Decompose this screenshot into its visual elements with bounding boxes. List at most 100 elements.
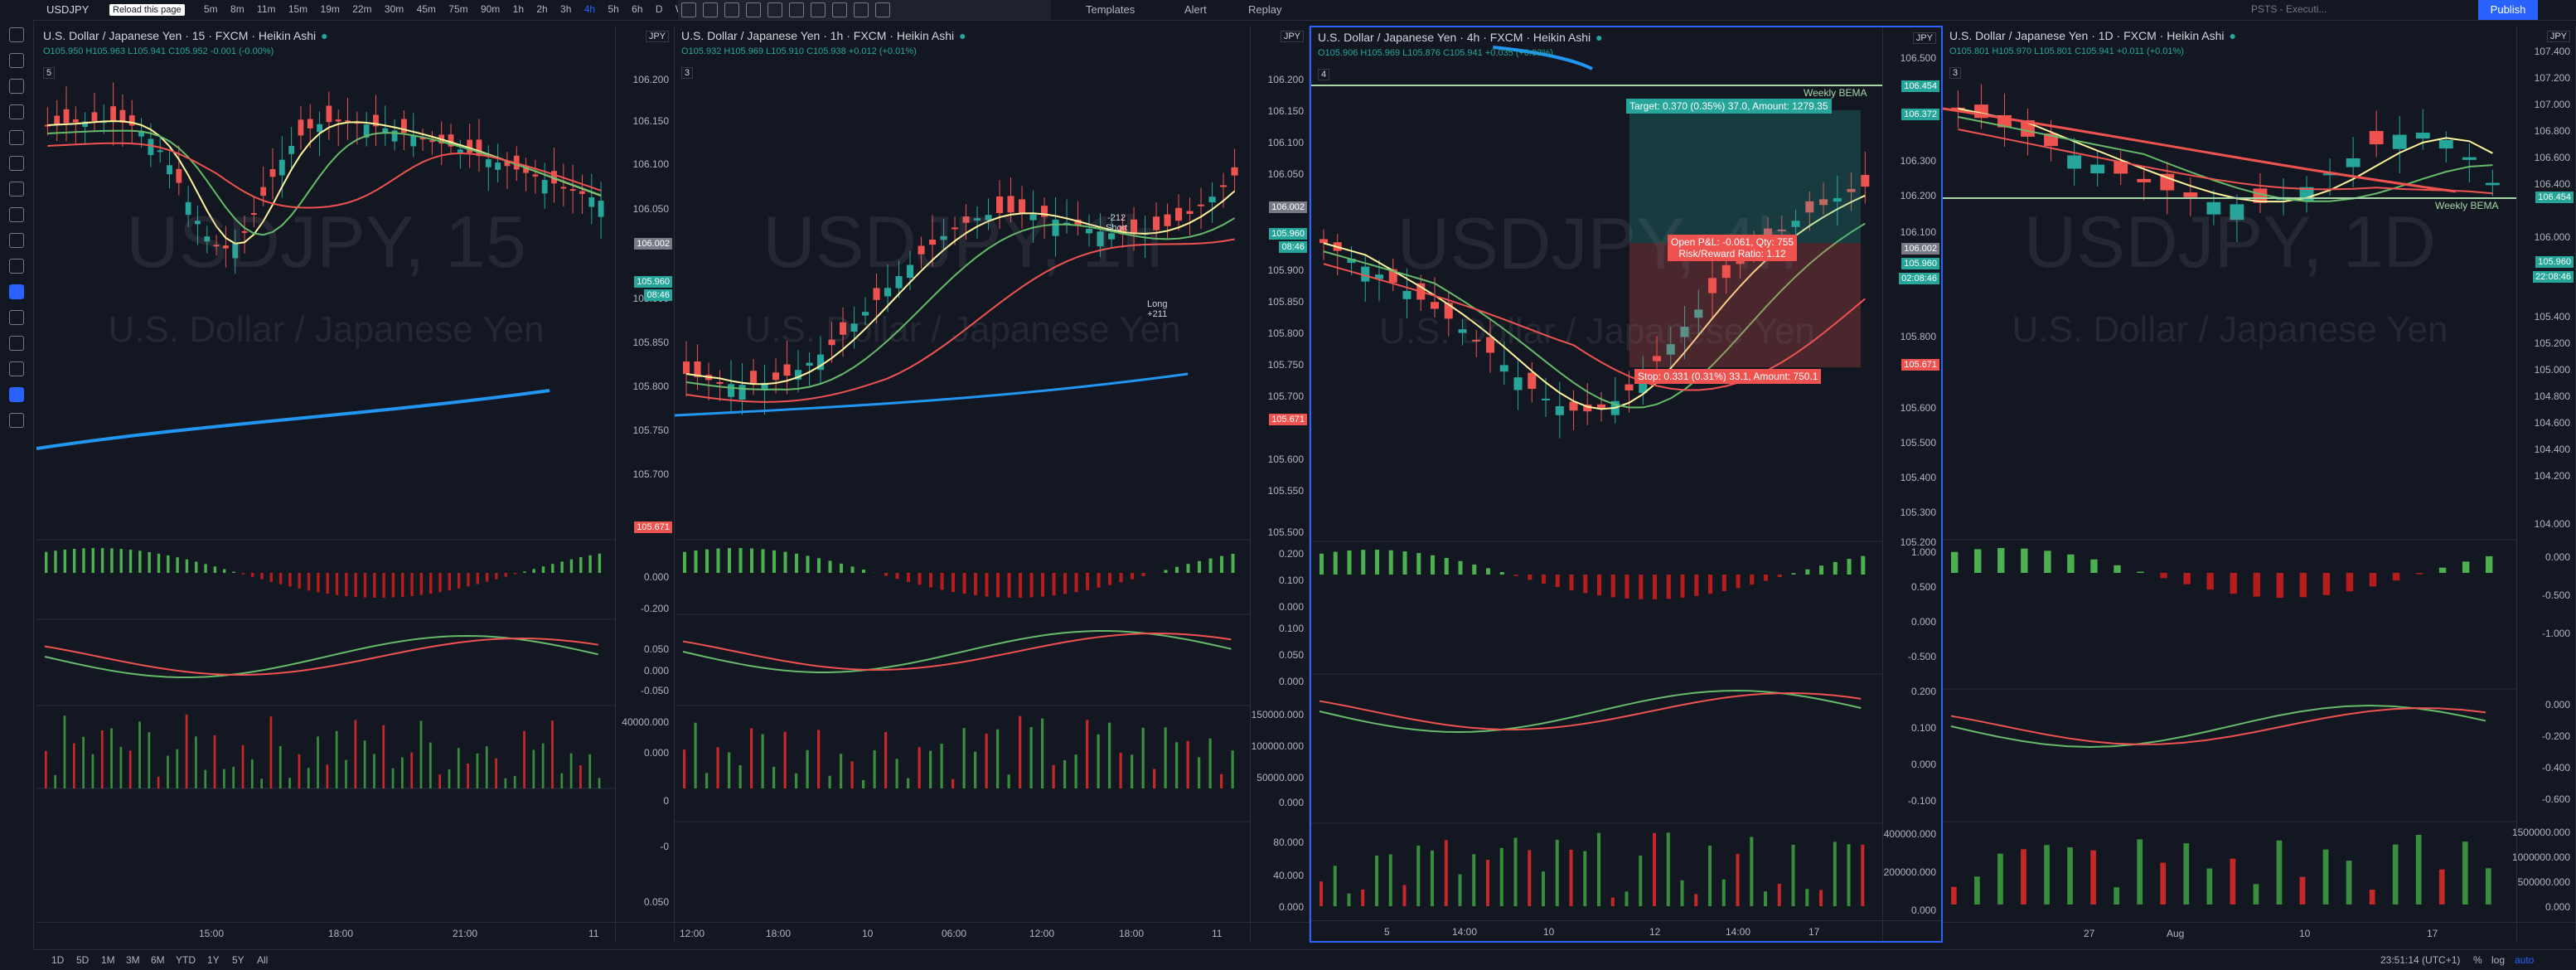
interval-11m[interactable]: 11m bbox=[257, 3, 275, 15]
indicator-count[interactable]: 3 bbox=[1949, 67, 1961, 79]
templates-button[interactable]: Templates bbox=[1086, 3, 1135, 16]
prediction-icon[interactable] bbox=[9, 182, 24, 196]
range-3m[interactable]: 3M bbox=[126, 954, 140, 966]
price-chart[interactable] bbox=[1943, 26, 2517, 943]
candle-body bbox=[73, 119, 79, 123]
percent-toggle[interactable]: % bbox=[2473, 954, 2482, 966]
price-tag: 105.671 bbox=[634, 521, 672, 533]
price-chart[interactable] bbox=[36, 26, 616, 943]
interval-15m[interactable]: 15m bbox=[288, 3, 307, 15]
time-axis[interactable]: 12:00 18:00 10 06:00 12:00 18:00 11 bbox=[675, 922, 1309, 943]
table-icon[interactable] bbox=[854, 2, 869, 17]
chart-pane-4h[interactable]: USDJPY, 4h U.S. Dollar / Japanese Yen U.… bbox=[1310, 26, 1943, 943]
auto-toggle[interactable]: auto bbox=[2515, 954, 2534, 966]
trend-icon[interactable] bbox=[875, 2, 890, 17]
range-5d[interactable]: 5D bbox=[76, 954, 89, 966]
eye-icon[interactable] bbox=[9, 361, 24, 376]
interval-45m[interactable]: 45m bbox=[417, 3, 436, 15]
account-selector[interactable]: PSTS - Executi... bbox=[2251, 3, 2327, 15]
hamburger-icon[interactable] bbox=[681, 2, 696, 17]
range-1y[interactable]: 1Y bbox=[207, 954, 220, 966]
interval-8m[interactable]: 8m bbox=[230, 3, 245, 15]
price-chart[interactable] bbox=[1311, 27, 1883, 941]
price-label: 105.700 bbox=[1268, 390, 1304, 402]
candle-body bbox=[1861, 175, 1869, 187]
trash-icon[interactable] bbox=[9, 413, 24, 428]
range-ytd[interactable]: YTD bbox=[176, 954, 196, 966]
message-icon[interactable] bbox=[811, 2, 826, 17]
interval-2h[interactable]: 2h bbox=[536, 3, 547, 15]
publish-button[interactable]: Publish bbox=[2478, 0, 2538, 20]
brush-icon[interactable] bbox=[9, 104, 24, 119]
indicator-count[interactable]: 5 bbox=[43, 67, 55, 79]
indicator-count[interactable]: 4 bbox=[1318, 69, 1329, 80]
interval-6h[interactable]: 6h bbox=[632, 3, 642, 15]
range-1d[interactable]: 1D bbox=[51, 954, 64, 966]
link-icon[interactable] bbox=[9, 387, 24, 402]
range-1m[interactable]: 1M bbox=[101, 954, 115, 966]
symbol-search[interactable]: USDJPY bbox=[46, 3, 89, 16]
price-axis[interactable]: JPY 106.200 106.150 106.100 106.050 105.… bbox=[615, 26, 674, 943]
target-label[interactable]: Target: 0.370 (0.35%) 37.0, Amount: 1279… bbox=[1626, 99, 1832, 114]
interval-1h[interactable]: 1h bbox=[513, 3, 524, 15]
crosshair-icon[interactable] bbox=[9, 27, 24, 42]
volume-bar bbox=[251, 759, 254, 788]
volume-bar bbox=[214, 735, 216, 788]
price-label: 105.900 bbox=[1268, 264, 1304, 276]
brush-icon[interactable] bbox=[746, 2, 761, 17]
volume-bar bbox=[2206, 869, 2212, 905]
gear-icon[interactable] bbox=[789, 2, 804, 17]
arrow-icon[interactable] bbox=[9, 207, 24, 222]
alert-button[interactable]: Alert bbox=[1184, 3, 1207, 16]
trendline-icon[interactable] bbox=[9, 53, 24, 68]
interval-75m[interactable]: 75m bbox=[448, 3, 467, 15]
interval-d[interactable]: D bbox=[656, 3, 663, 15]
pattern-icon[interactable] bbox=[9, 156, 24, 171]
range-all[interactable]: All bbox=[257, 954, 268, 966]
chart-pane-1d[interactable]: USDJPY, 1D U.S. Dollar / Japanese Yen U.… bbox=[1943, 26, 2576, 943]
clock[interactable]: 23:51:14 (UTC+1) bbox=[2380, 954, 2460, 966]
rectangle-icon[interactable] bbox=[767, 2, 782, 17]
text-icon[interactable] bbox=[724, 2, 739, 17]
indicator-label: 0.000 bbox=[1279, 797, 1304, 808]
stay-drawing-icon[interactable] bbox=[9, 310, 24, 325]
indicator-count[interactable]: 3 bbox=[681, 67, 693, 79]
interval-3h[interactable]: 3h bbox=[560, 3, 571, 15]
price-axis[interactable]: JPY 106.500 106.300 106.200 106.100 105.… bbox=[1882, 27, 1941, 941]
range-6m[interactable]: 6M bbox=[151, 954, 165, 966]
interval-30m[interactable]: 30m bbox=[385, 3, 404, 15]
replay-button[interactable]: Replay bbox=[1248, 3, 1281, 16]
chart-pane-15m[interactable]: USDJPY, 15 U.S. Dollar / Japanese Yen U.… bbox=[36, 26, 675, 943]
interval-4h[interactable]: 4h bbox=[584, 3, 595, 15]
chart-pane-1h[interactable]: USDJPY, 1h U.S. Dollar / Japanese Yen U.… bbox=[675, 26, 1310, 943]
price-axis[interactable]: JPY 106.200 106.150 106.100 106.050 105.… bbox=[1250, 26, 1309, 943]
volume-bar bbox=[1142, 728, 1145, 788]
price-axis[interactable]: JPY 107.400 107.200 107.000 106.800 106.… bbox=[2516, 26, 2575, 943]
interval-5m[interactable]: 5m bbox=[204, 3, 218, 15]
volume-bar bbox=[895, 759, 898, 788]
zoom-icon[interactable] bbox=[9, 259, 24, 274]
interval-90m[interactable]: 90m bbox=[481, 3, 500, 15]
lock-icon[interactable] bbox=[9, 336, 24, 351]
candle-body bbox=[1472, 340, 1480, 342]
time-axis[interactable]: 27 Aug 10 17 bbox=[1943, 922, 2575, 943]
histogram-bar bbox=[1209, 559, 1213, 573]
volume-bar bbox=[996, 730, 999, 788]
price-chart[interactable] bbox=[675, 26, 1251, 943]
time-axis[interactable]: 15:00 18:00 21:00 11 bbox=[36, 922, 674, 943]
time-axis[interactable]: 5 14:00 10 12 14:00 17 bbox=[1311, 920, 1941, 941]
ruler-icon[interactable] bbox=[9, 233, 24, 248]
volume-bar bbox=[1486, 860, 1489, 906]
grid-icon[interactable] bbox=[832, 2, 847, 17]
text-icon[interactable] bbox=[9, 130, 24, 145]
interval-22m[interactable]: 22m bbox=[352, 3, 371, 15]
stop-label[interactable]: Stop: 0.331 (0.31%) 33.1, Amount: 750.1 bbox=[1634, 369, 1821, 384]
magnet-icon[interactable] bbox=[9, 284, 24, 299]
range-5y[interactable]: 5Y bbox=[232, 954, 245, 966]
interval-5h[interactable]: 5h bbox=[608, 3, 618, 15]
interval-19m[interactable]: 19m bbox=[321, 3, 340, 15]
log-toggle[interactable]: log bbox=[2491, 954, 2505, 966]
pen-icon[interactable] bbox=[703, 2, 718, 17]
fib-icon[interactable] bbox=[9, 79, 24, 94]
